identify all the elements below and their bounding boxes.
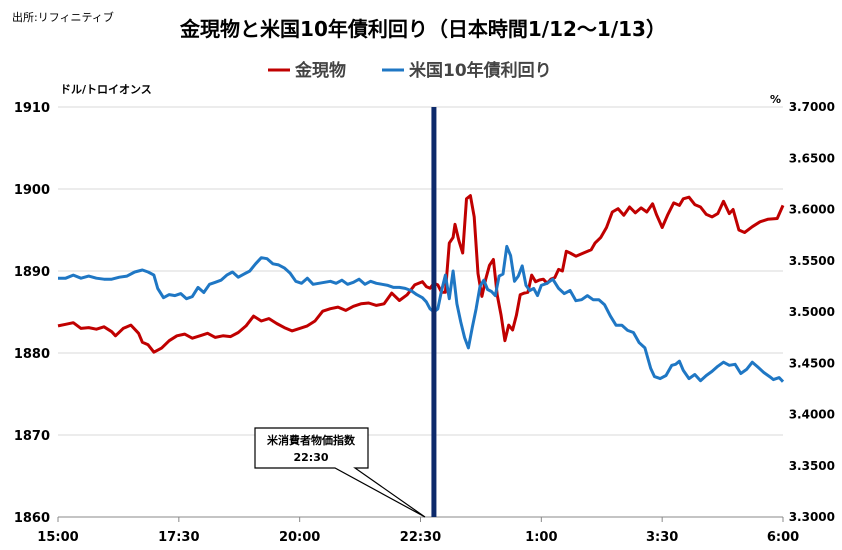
y-right-tick-label: 3.7000	[789, 100, 835, 114]
y-right-tick-label: 3.3000	[789, 510, 835, 524]
callout-time: 22:30	[293, 451, 328, 464]
y-right-tick-label: 3.4000	[789, 408, 835, 422]
legend-label-yield: 米国10年債利回り	[409, 60, 552, 81]
x-tick-label: 17:30	[158, 530, 199, 545]
y-left-tick-label: 1910	[14, 101, 50, 116]
y-axis-right-label: %	[770, 93, 781, 106]
y-axis-left-label: ドル/トロイオンス	[60, 83, 152, 96]
x-tick-label: 22:30	[400, 530, 441, 545]
series-yield-line	[58, 244, 785, 383]
y-right-tick-label: 3.6500	[789, 151, 835, 165]
y-right-tick-label: 3.4500	[789, 356, 835, 370]
x-tick-label: 3:30	[646, 530, 678, 545]
chart-title: 金現物と米国10年債利回り（日本時間1/12～1/13）	[179, 17, 666, 41]
y-left-tick-label: 1860	[14, 511, 50, 526]
axes: 1860 1870 1880 1890 1900 1910 3.3000 3.3500 3.40…	[14, 100, 835, 545]
x-tick-label: 20:00	[279, 530, 320, 545]
x-tick-label: 15:00	[37, 530, 78, 545]
x-tick-label: 1:00	[525, 530, 557, 545]
y-left-tick-label: 1880	[14, 347, 50, 362]
callout-box	[254, 427, 426, 518]
callout-label: 米消費者物価指数	[266, 433, 356, 447]
legend-label-gold: 金現物	[294, 60, 346, 81]
series-layer	[57, 194, 785, 383]
y-left-tick-label: 1870	[14, 429, 50, 444]
legend: 金現物 米国10年債利回り	[268, 60, 552, 81]
y-right-tick-label: 3.3500	[789, 459, 835, 473]
x-tick-label: 6:00	[767, 530, 799, 545]
event-callout: 米消費者物価指数 22:30	[254, 427, 426, 518]
grid	[58, 106, 783, 518]
source-note: 出所:リフィニティブ	[12, 10, 114, 24]
series-gold-line	[57, 194, 785, 354]
y-right-tick-label: 3.5000	[789, 305, 835, 319]
y-left-tick-label: 1900	[14, 183, 50, 198]
y-left-tick-label: 1890	[14, 265, 50, 280]
y-right-tick-label: 3.6000	[789, 203, 835, 217]
y-right-tick-label: 3.5500	[789, 254, 835, 268]
